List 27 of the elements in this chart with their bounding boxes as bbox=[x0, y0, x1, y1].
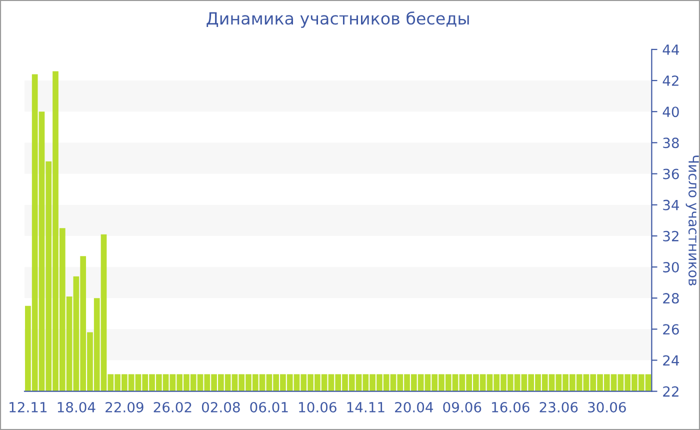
x-tick-label: 12.11 bbox=[10, 402, 47, 412]
x-tick-label: 16.06 bbox=[492, 402, 530, 412]
y-tick-label: 24 bbox=[663, 355, 680, 366]
y-tick-label: 42 bbox=[662, 75, 678, 86]
x-tick-label: 02.08 bbox=[202, 402, 240, 412]
y-tick-label: 26 bbox=[663, 324, 679, 335]
x-tick-label: 20.04 bbox=[395, 402, 434, 412]
y-tick-label: 44 bbox=[662, 44, 680, 55]
x-tick-label: 30.06 bbox=[588, 402, 626, 412]
x-tick-label: 23.06 bbox=[540, 402, 578, 412]
x-tick-label: 10.06 bbox=[299, 402, 336, 412]
x-tick-label: 18.04 bbox=[58, 402, 96, 412]
y-tick-label: 30 bbox=[663, 262, 679, 272]
y-tick-label: 28 bbox=[663, 293, 679, 304]
x-tick-label: 06.01 bbox=[250, 402, 288, 412]
x-tick-label: 09.06 bbox=[443, 402, 482, 412]
y-tick-label: 22 bbox=[663, 386, 678, 397]
y-tick-label: 32 bbox=[663, 230, 678, 242]
x-tick-label: 14.11 bbox=[347, 402, 384, 412]
x-tick-label: 26.02 bbox=[154, 402, 192, 412]
y-tick-label: 34 bbox=[663, 200, 680, 210]
y-tick-label: 36 bbox=[663, 168, 679, 180]
y-tick-label: 38 bbox=[663, 138, 679, 148]
y-tick-label: 40 bbox=[662, 106, 679, 118]
chart-title: Динамика участников беседы bbox=[206, 12, 469, 28]
x-tick-label: 22.09 bbox=[106, 402, 144, 412]
y-axis-title: Число участников bbox=[686, 156, 699, 286]
